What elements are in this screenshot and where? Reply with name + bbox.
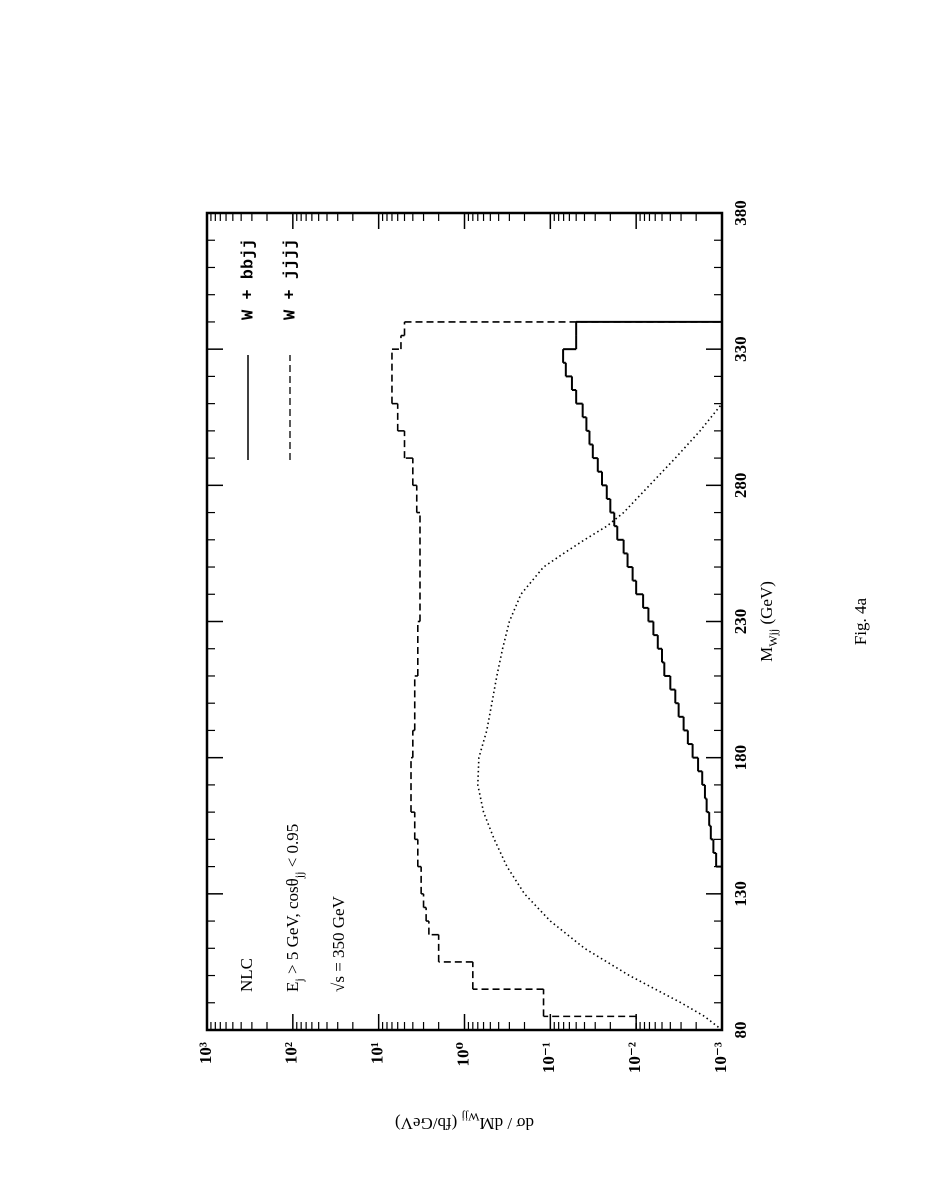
caption: Fig. 4a <box>851 597 870 645</box>
rotated-figure: 80 130 180 230 280 330 380 10⁻³ 10⁻² 10⁻¹ 10⁰ 10¹ 10… <box>196 200 870 1133</box>
annotation-part: √s = 350 GeV <box>329 895 348 992</box>
annotation: Ej > 5 GeV, cosθjj < 0.95 <box>283 824 306 992</box>
x-axis-label: MWjj (GeV) <box>757 581 780 662</box>
y-tick-label: 10¹ <box>368 1042 387 1064</box>
y-axis-label-part: Wjj <box>462 1110 480 1124</box>
annotation-part: NLC <box>237 958 256 992</box>
x-tick-label: 380 <box>731 200 750 226</box>
x-axis-label-part: Wjj <box>766 629 780 647</box>
x-axis-label-part: (GeV) <box>757 581 776 629</box>
x-axis-label-part: M <box>757 647 776 662</box>
y-axis-label-part: dσ / dM <box>480 1114 535 1133</box>
y-tick-label: 10⁻¹ <box>539 1042 558 1073</box>
y-tick-label: 10⁻³ <box>711 1042 730 1073</box>
annotation-part: E <box>283 982 302 992</box>
annotation-part: < 0.95 <box>283 824 302 872</box>
y-tick-label: 10² <box>282 1042 301 1064</box>
curve <box>476 403 723 1031</box>
y-tick-label: 10⁰ <box>453 1042 472 1066</box>
y-axis-label-part: (fb/GeV) <box>395 1114 462 1133</box>
y-axis-label: dσ / dMWjj (fb/GeV) <box>395 1110 534 1133</box>
annotation-part: jj <box>292 872 306 880</box>
annotation-part: > 5 GeV, cosθ <box>283 878 302 978</box>
x-tick-label: 330 <box>731 336 750 362</box>
x-tick-label: 80 <box>731 1022 750 1039</box>
x-tick-label: 130 <box>731 881 750 907</box>
legend-label: W + jjjj <box>281 238 300 320</box>
x-tick-label: 180 <box>731 745 750 771</box>
annotation-part: j <box>292 978 306 982</box>
x-tick-label: 280 <box>731 473 750 499</box>
y-tick-label: 10⁻² <box>625 1042 644 1073</box>
annotation: NLC <box>237 958 256 992</box>
legend-label: W + bbjj <box>239 238 258 320</box>
x-tick-label: 230 <box>731 609 750 635</box>
y-tick-label: 10³ <box>196 1042 215 1064</box>
annotation: √s = 350 GeV <box>329 895 348 992</box>
